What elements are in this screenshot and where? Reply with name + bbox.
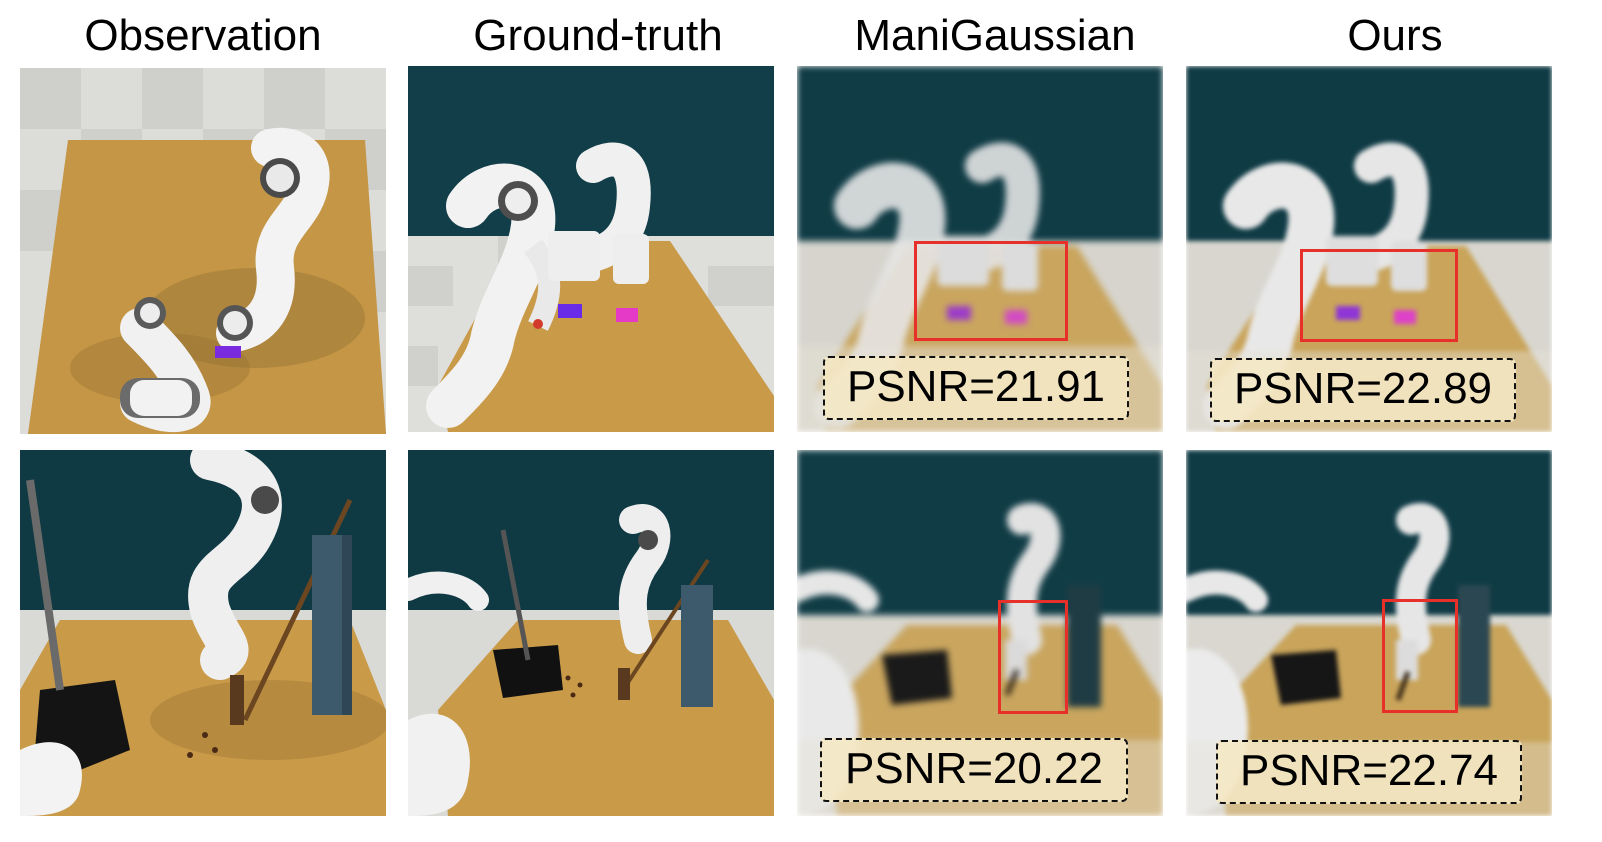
highlight-box-manigaussian-row2 xyxy=(998,600,1068,714)
psnr-label-ours-row1: PSNR=22.89 xyxy=(1210,358,1516,422)
psnr-label-manigaussian-row2: PSNR=20.22 xyxy=(820,738,1128,802)
ground-truth-image-row2 xyxy=(408,450,774,816)
observation-image-row1 xyxy=(20,68,386,434)
column-title-ours: Ours xyxy=(1347,11,1443,60)
observation-image-row2 xyxy=(20,450,386,816)
column-title-manigaussian: ManiGaussian xyxy=(854,11,1136,60)
column-title-ground-truth: Ground-truth xyxy=(473,11,723,60)
ground-truth-image-row1 xyxy=(408,66,774,432)
highlight-box-manigaussian-row1 xyxy=(914,241,1068,341)
highlight-box-ours-row2 xyxy=(1382,599,1458,713)
column-title-observation: Observation xyxy=(84,11,322,60)
psnr-label-ours-row2: PSNR=22.74 xyxy=(1216,740,1522,804)
psnr-label-manigaussian-row1: PSNR=21.91 xyxy=(823,356,1129,420)
highlight-box-ours-row1 xyxy=(1300,249,1458,342)
